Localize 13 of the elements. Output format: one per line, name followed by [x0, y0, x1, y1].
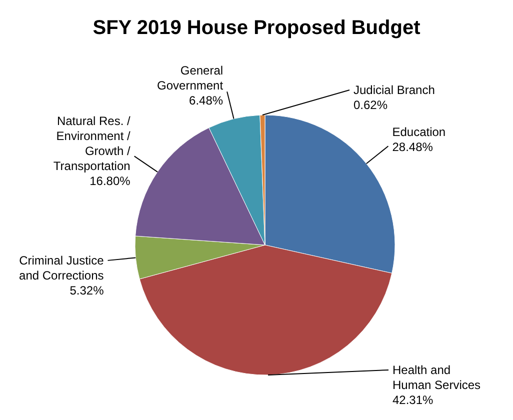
- data-label: 42.31%: [392, 392, 434, 407]
- slice-label: General Government: [157, 64, 224, 93]
- data-label: 16.80%: [90, 174, 131, 188]
- slice-label: Criminal Justice and Corrections: [19, 253, 104, 282]
- slice-label: Judicial Branch: [354, 83, 435, 98]
- data-label: 5.32%: [70, 283, 104, 298]
- slice-label: Education: [392, 125, 446, 140]
- data-label: 0.62%: [354, 98, 388, 112]
- data-label: 6.48%: [189, 94, 224, 108]
- slice-label: Natural Res. / Environment / Growth / Transportation: [53, 114, 131, 174]
- data-label: 28.48%: [392, 140, 434, 154]
- chart-title: SFY 2019 House Proposed Budget: [92, 17, 421, 39]
- slice-label: Health and Human Services: [392, 362, 481, 392]
